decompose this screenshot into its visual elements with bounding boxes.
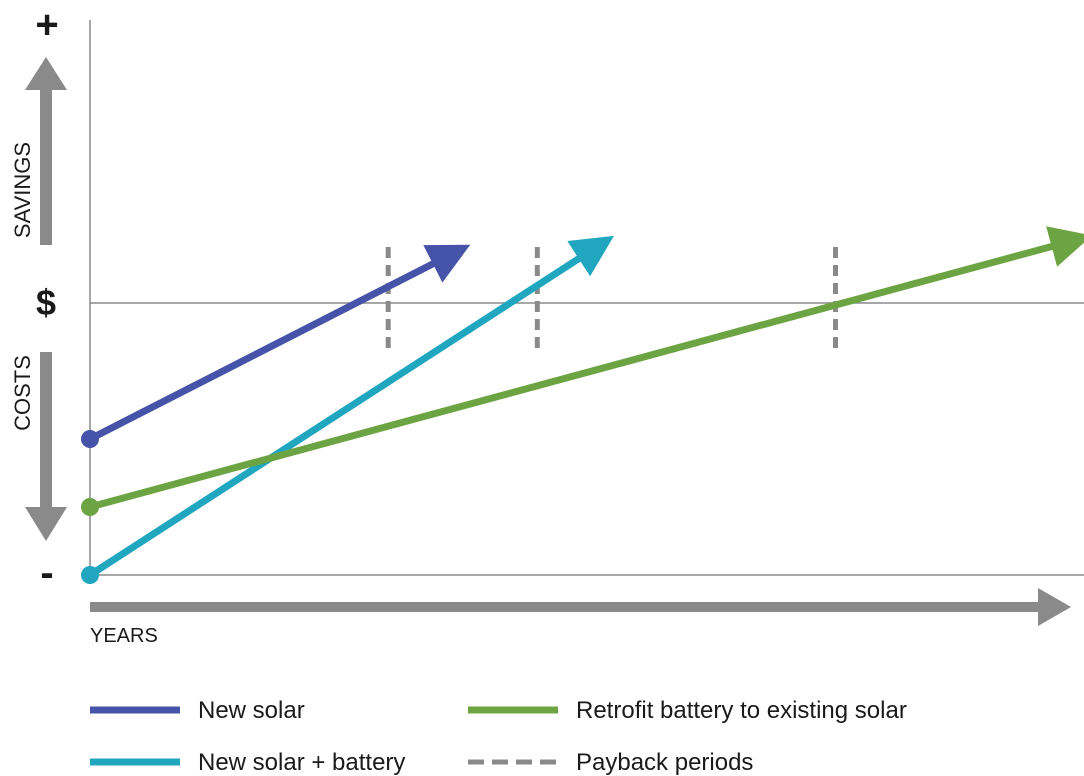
legend: New solar Retrofit battery to existing so… xyxy=(90,697,907,776)
costs-arrow-icon xyxy=(25,352,67,541)
legend-label-new-solar: New solar xyxy=(198,697,305,724)
legend-label-payback-periods: Payback periods xyxy=(576,749,753,776)
y-top-sign: + xyxy=(35,3,58,47)
series-line-retrofit-battery-to-existing-solar xyxy=(89,226,1084,511)
series-start-point-new-solar-battery xyxy=(81,566,99,584)
series-line-new-solar xyxy=(88,244,471,443)
series-start-point-retrofit-battery-to-existing-solar xyxy=(81,498,99,516)
series-line-new-solar-battery xyxy=(88,235,614,578)
series-start-point-new-solar xyxy=(81,430,99,448)
series-lines xyxy=(81,226,1084,584)
y-zero-label: $ xyxy=(36,282,56,323)
years-arrow-icon xyxy=(90,588,1071,626)
legend-label-new-solar-battery: New solar + battery xyxy=(198,749,405,776)
y-bottom-sign: - xyxy=(40,551,53,595)
savings-arrow-icon xyxy=(25,57,67,245)
legend-label-retrofit-battery-to-existing-solar: Retrofit battery to existing solar xyxy=(576,697,907,724)
y-upper-label: SAVINGS xyxy=(10,142,35,238)
y-lower-label: COSTS xyxy=(10,355,35,431)
x-axis-label: YEARS xyxy=(90,625,158,647)
